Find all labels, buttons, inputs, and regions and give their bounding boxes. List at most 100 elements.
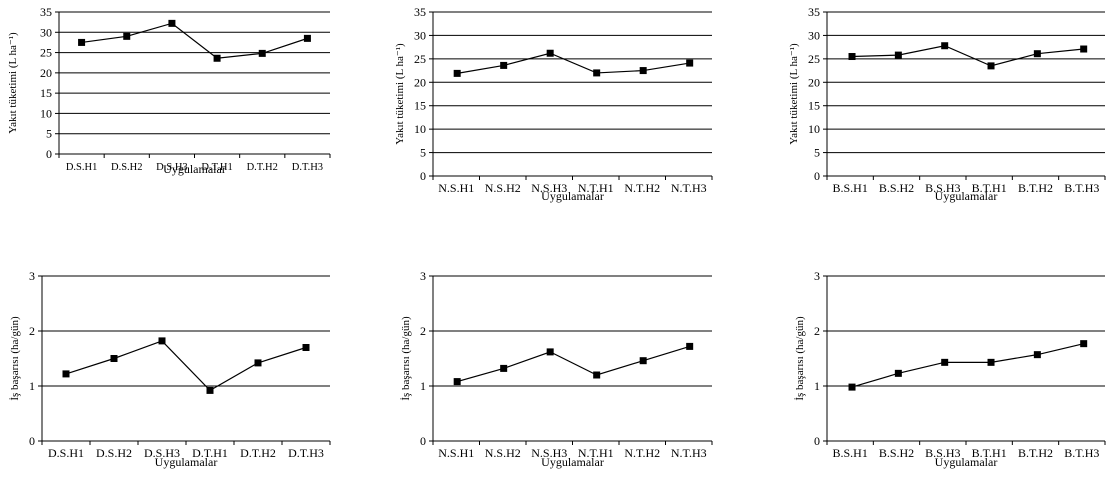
data-point-marker xyxy=(158,337,166,345)
data-point-marker xyxy=(1033,351,1041,359)
y-tick-label: 1 xyxy=(29,379,35,393)
data-point-marker xyxy=(686,342,694,350)
y-axis-title: Yakıt tüketimi (L ha⁻¹) xyxy=(788,43,800,145)
data-point-marker xyxy=(213,54,221,62)
series-line xyxy=(457,345,690,383)
y-tick-label: 0 xyxy=(814,169,820,183)
data-point-marker xyxy=(941,358,949,366)
data-point-marker xyxy=(62,370,70,378)
x-tick-label: B.S.H3 xyxy=(925,446,960,460)
x-tick-label: D.T.H3 xyxy=(292,162,323,173)
y-tick-label: 15 xyxy=(40,86,52,100)
x-axis-title: Uygulamalar xyxy=(155,455,218,469)
x-tick-label: B.T.H1 xyxy=(972,446,1007,460)
data-point-marker xyxy=(987,358,995,366)
y-tick-label: 3 xyxy=(29,269,35,283)
data-point-marker xyxy=(302,344,310,351)
y-tick-label: 1 xyxy=(814,379,820,393)
data-point-marker xyxy=(206,386,214,394)
series-line xyxy=(852,45,1084,67)
x-tick-label: N.S.H1 xyxy=(438,446,474,460)
data-point-marker xyxy=(894,51,902,59)
y-axis-title: İş başarısı (ha/gün) xyxy=(794,316,806,401)
y-axis-title: İş başarısı (ha/gün) xyxy=(9,316,21,401)
x-tick-label: N.T.H1 xyxy=(578,446,614,460)
data-point-marker xyxy=(1033,50,1041,58)
data-point-marker xyxy=(78,38,86,46)
y-tick-label: 0 xyxy=(814,434,820,448)
x-tick-label: N.S.H1 xyxy=(438,181,474,195)
data-point-marker xyxy=(123,32,131,40)
data-point-marker xyxy=(593,69,601,77)
x-tick-label: D.S.H2 xyxy=(96,446,132,460)
y-tick-label: 35 xyxy=(40,5,52,19)
data-point-marker xyxy=(546,348,554,356)
x-tick-label: N.T.H2 xyxy=(624,446,660,460)
data-point-marker xyxy=(254,359,262,367)
y-tick-label: 25 xyxy=(414,52,426,66)
x-tick-label: N.T.H1 xyxy=(578,181,614,195)
y-axis-title: Yakıt tüketimi (L ha⁻¹) xyxy=(7,32,19,134)
x-tick-label: N.S.H3 xyxy=(531,446,567,460)
data-point-marker xyxy=(941,42,949,50)
data-point-marker xyxy=(500,364,508,372)
x-tick-label: D.S.H2 xyxy=(111,162,143,173)
y-tick-label: 25 xyxy=(40,46,52,60)
x-tick-label: B.S.H2 xyxy=(879,446,914,460)
x-axis-title: Uygulamalar xyxy=(541,189,604,203)
y-tick-label: 0 xyxy=(420,169,426,183)
x-tick-label: D.T.H1 xyxy=(192,446,228,460)
data-point-marker xyxy=(546,49,554,57)
data-point-marker xyxy=(639,357,647,365)
y-tick-label: 5 xyxy=(46,127,52,141)
data-point-marker xyxy=(848,53,856,61)
x-tick-label: B.S.H1 xyxy=(832,446,867,460)
x-tick-label: N.S.H3 xyxy=(531,181,567,195)
x-tick-label: N.T.H3 xyxy=(671,181,707,195)
y-tick-label: 20 xyxy=(414,75,426,89)
data-point-marker xyxy=(1080,45,1088,53)
data-point-marker xyxy=(500,61,508,69)
y-tick-label: 25 xyxy=(808,52,820,66)
y-tick-label: 10 xyxy=(40,106,52,120)
x-tick-label: N.T.H3 xyxy=(671,446,707,460)
x-tick-label: D.T.H1 xyxy=(201,162,232,173)
x-axis-title: Uygulamalar xyxy=(541,455,604,469)
y-tick-label: 5 xyxy=(420,146,426,160)
y-axis-title: İş başarısı (ha/gün) xyxy=(400,316,412,401)
data-point-marker xyxy=(686,59,694,67)
series-line xyxy=(65,340,307,392)
data-point-marker xyxy=(593,371,601,379)
data-point-marker xyxy=(453,69,461,77)
x-tick-label: D.T.H2 xyxy=(240,446,276,460)
y-tick-label: 3 xyxy=(420,269,426,283)
y-tick-label: 35 xyxy=(414,5,426,19)
data-point-marker xyxy=(303,34,311,42)
data-point-marker xyxy=(453,378,461,386)
y-tick-label: 1 xyxy=(420,379,426,393)
x-tick-label: D.S.H3 xyxy=(156,162,188,173)
data-point-marker xyxy=(168,19,176,27)
data-point-marker xyxy=(258,49,266,57)
y-tick-label: 10 xyxy=(808,122,820,136)
x-tick-label: B.S.H3 xyxy=(925,181,960,195)
series-line xyxy=(457,52,690,74)
data-point-marker xyxy=(848,383,856,391)
y-tick-label: 30 xyxy=(414,28,426,42)
y-tick-label: 5 xyxy=(814,146,820,160)
y-tick-label: 20 xyxy=(40,66,52,80)
y-tick-label: 0 xyxy=(420,434,426,448)
y-tick-label: 3 xyxy=(814,269,820,283)
series-line xyxy=(851,343,1084,388)
data-point-marker xyxy=(1080,340,1088,348)
x-tick-label: B.S.H1 xyxy=(832,181,867,195)
y-tick-label: 15 xyxy=(414,99,426,113)
x-tick-label: B.T.H2 xyxy=(1018,181,1053,195)
x-tick-label: D.S.H1 xyxy=(66,162,98,173)
